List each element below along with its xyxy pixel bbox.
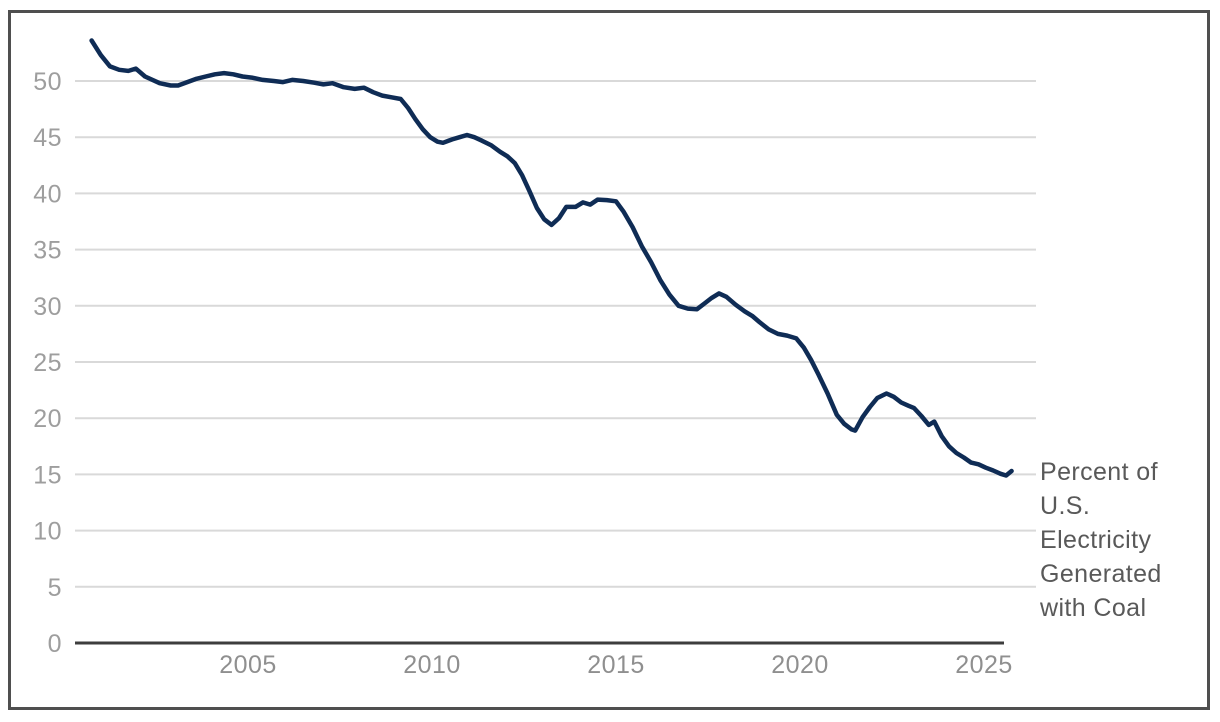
series-label-line: Electricity	[1040, 526, 1152, 554]
series-label-line: Generated	[1040, 560, 1162, 588]
y-tick-label: 20	[33, 405, 62, 433]
x-tick-label: 2020	[771, 651, 829, 679]
series-label: Percent of U.S. Electricity Generated wi…	[1040, 455, 1215, 625]
chart-frame	[8, 10, 1210, 710]
y-tick-label: 25	[33, 349, 62, 377]
y-tick-label: 50	[33, 68, 62, 96]
x-tick-label: 2015	[587, 651, 645, 679]
series-label-line: U.S.	[1040, 492, 1091, 520]
gridlines	[75, 80, 1036, 645]
series-label-line: with Coal	[1040, 594, 1147, 622]
y-tick-label: 15	[33, 461, 62, 489]
y-tick-label: 30	[33, 293, 62, 321]
y-tick-label: 40	[33, 180, 62, 208]
x-axis-labels: 2005 2010 2015 2020 2025	[219, 651, 1013, 679]
series-label-line: Percent of	[1040, 458, 1158, 486]
x-tick-label: 2010	[403, 651, 461, 679]
y-tick-label: 45	[33, 124, 62, 152]
y-tick-label: 10	[33, 518, 62, 546]
x-tick-label: 2025	[955, 651, 1013, 679]
y-axis-labels: 0 5 10 15 20 25 30 35 40 45 50	[33, 68, 62, 658]
coal-share-line	[89, 38, 1014, 478]
y-tick-label: 35	[33, 237, 62, 265]
y-tick-label: 0	[48, 630, 62, 658]
y-tick-label: 5	[48, 574, 62, 602]
x-tick-label: 2005	[219, 651, 277, 679]
